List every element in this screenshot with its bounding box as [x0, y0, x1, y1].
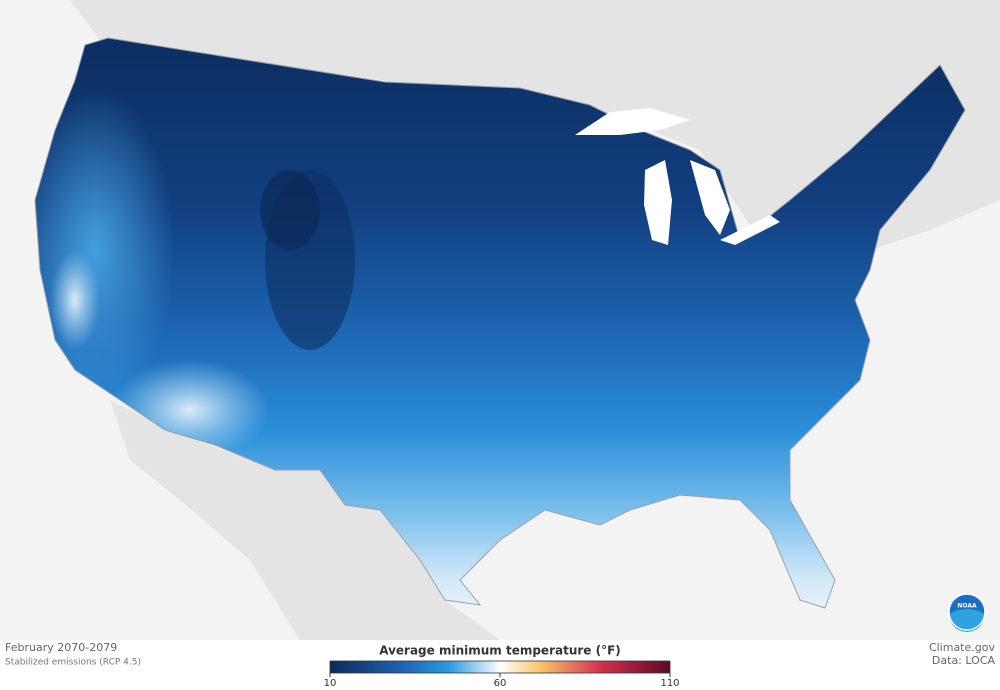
legend-title: Average minimum temperature (°F): [379, 644, 621, 658]
lake-huron: [690, 160, 730, 235]
tick-label: 110: [660, 678, 679, 689]
mexico: [110, 400, 500, 640]
lake-michigan: [644, 160, 672, 245]
noaa-logo: NOAA: [948, 593, 986, 632]
map: [0, 0, 1000, 640]
logo-text: NOAA: [957, 603, 977, 610]
period: February 2070-2079: [5, 641, 117, 654]
colorbar: [329, 660, 671, 674]
source: Data: LOCA: [932, 654, 996, 667]
tick-label: 60: [494, 678, 507, 689]
lake-superior: [575, 108, 690, 135]
site: Climate.gov: [929, 641, 996, 654]
scenario: Stabilized emissions (RCP 4.5): [5, 658, 141, 668]
tick-label: 10: [324, 678, 337, 689]
colorbar-ticks: 10 60 110: [324, 673, 680, 689]
canada: [60, 0, 1000, 250]
lake-erie: [720, 215, 780, 245]
